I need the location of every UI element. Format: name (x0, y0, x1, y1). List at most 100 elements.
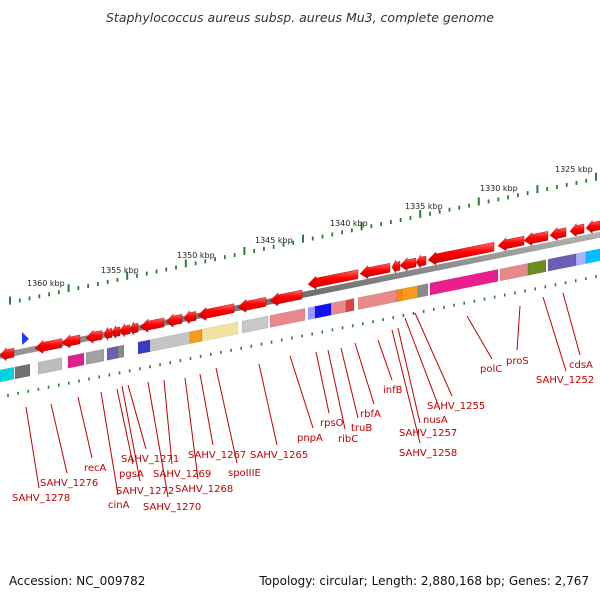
gene-leader-line (414, 312, 453, 397)
gene-arrow (34, 338, 63, 354)
gene-leader-line (147, 381, 169, 498)
gene-arrow (103, 327, 113, 341)
feature-block (547, 253, 577, 272)
gene-leader-line (562, 292, 581, 356)
feature-block (417, 283, 429, 298)
gene-leader-line (258, 363, 278, 446)
scale-label: 1350 kbp (177, 251, 215, 260)
feature-block (314, 302, 332, 319)
feature-block (106, 345, 119, 361)
gene-label: SAHV_1257 (399, 428, 457, 439)
gene-leader-line (77, 396, 93, 459)
gene-arrow (415, 254, 427, 269)
feature-block (137, 339, 151, 355)
gene-arrows (0, 219, 600, 362)
scale-label: 1325 kbp (555, 165, 593, 174)
feature-block (527, 259, 547, 276)
feature-block (85, 348, 105, 365)
gene-leader-line (340, 347, 359, 419)
gene-leader-line (163, 379, 173, 465)
gene-leader-line (397, 327, 421, 424)
gene-label: recA (84, 463, 107, 474)
gene-label: SAHV_1268 (175, 484, 233, 495)
gene-label: SAHV_1252 (536, 375, 594, 386)
gene-label: pgsA (119, 469, 144, 480)
feature-block (149, 331, 191, 353)
gene-label: polC (480, 364, 502, 375)
feature-block (401, 285, 419, 302)
topology-text: Topology: circular; Length: 2,880,168 bp… (259, 574, 589, 588)
scale-label: 1335 kbp (405, 202, 443, 211)
gene-leader-line (121, 385, 141, 482)
gene-label: proS (506, 356, 529, 367)
gene-arrow (0, 347, 15, 362)
gene-label: SAHV_1272 (116, 486, 174, 497)
gene-arrow (237, 297, 267, 313)
gene-label: SAHV_1265 (250, 450, 308, 461)
gene-leader-line (289, 355, 314, 429)
feature-block (575, 251, 587, 266)
gene-arrow (61, 334, 81, 349)
gene-arrow (111, 325, 121, 340)
gene-leader-line (25, 406, 40, 489)
feature-block (585, 248, 600, 264)
scale-label: 1330 kbp (480, 184, 518, 193)
scale-label: 1360 kbp (27, 279, 65, 288)
gene-label: ribC (338, 434, 358, 445)
gene-label: pnpA (297, 433, 323, 444)
gene-arrow (399, 257, 417, 272)
feature-block (429, 269, 499, 296)
gene-label: cinA (108, 500, 130, 511)
gene-label: SAHV_1255 (427, 401, 485, 412)
gene-arrow (585, 219, 600, 234)
feature-block (345, 298, 355, 313)
feature-block (269, 308, 306, 328)
scale-ticks (7, 172, 597, 397)
gene-leader-line (215, 367, 238, 464)
gene-arrow (269, 289, 303, 307)
gene-label: truB (351, 423, 372, 434)
gene-label-lines (25, 292, 581, 498)
gene-leader-line (100, 391, 119, 496)
feature-blocks (0, 248, 600, 383)
feature-block (241, 315, 269, 334)
feature-block (67, 352, 85, 369)
gene-leader-line (516, 305, 521, 351)
feature-block (396, 288, 403, 303)
feature-block (0, 366, 15, 383)
gene-label: SAHV_1271 (121, 454, 179, 465)
feature-block (37, 357, 63, 375)
feature-block (117, 344, 125, 359)
gene-arrow (391, 259, 401, 274)
feature-block (14, 363, 31, 380)
gene-leader-line (466, 315, 493, 360)
gene-leader-line (327, 349, 346, 430)
gene-arrow (197, 303, 235, 321)
gene-leader-line (184, 377, 199, 480)
gene-arrow (129, 321, 139, 336)
gene-leader-line (391, 329, 421, 444)
gene-label: rbfA (360, 409, 381, 420)
gene-label: SAHV_1258 (399, 448, 457, 459)
gene-label: SAHV_1267 (188, 450, 246, 461)
gene-arrow (549, 226, 567, 241)
gene-leader-line (116, 388, 134, 465)
scale-label: 1345 kbp (255, 236, 293, 245)
gene-arrow (119, 323, 131, 338)
gene-arrow (85, 329, 103, 344)
gene-label: SAHV_1269 (153, 469, 211, 480)
feature-block (357, 289, 398, 310)
gene-arrow (165, 313, 183, 328)
feature-block (499, 263, 529, 282)
gene-arrow (427, 241, 495, 266)
feature-block (201, 321, 239, 342)
gene-arrow (139, 317, 165, 333)
gene-leader-line (127, 384, 147, 450)
gene-leader-line (354, 342, 375, 405)
feature-block (330, 299, 347, 316)
scale-label: 1340 kbp (330, 219, 368, 228)
feature-block (307, 306, 316, 321)
gene-leader-line (404, 317, 441, 411)
gene-label: cdsA (569, 360, 593, 371)
